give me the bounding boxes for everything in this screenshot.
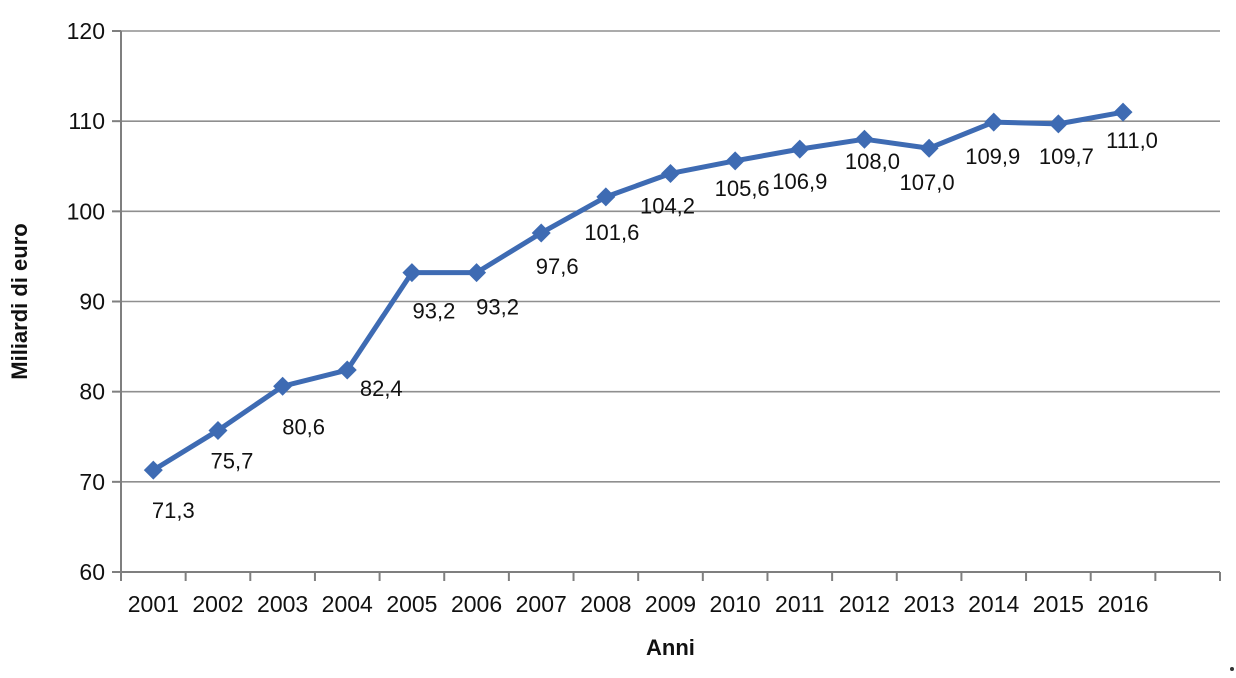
data-label-2004: 82,4 — [360, 376, 403, 401]
data-label-2010: 105,6 — [715, 176, 770, 201]
data-label-2009: 104,2 — [640, 193, 695, 218]
data-point-2007 — [531, 223, 551, 243]
y-tick-label-110: 110 — [68, 108, 105, 134]
data-point-2004 — [337, 360, 357, 380]
x-tick-label-2001: 2001 — [128, 591, 179, 617]
data-label-2014: 109,9 — [965, 144, 1020, 169]
data-point-2008 — [596, 187, 616, 207]
x-tick-label-2014: 2014 — [968, 591, 1019, 617]
x-tick-label-2013: 2013 — [904, 591, 955, 617]
x-tick-label-2005: 2005 — [386, 591, 437, 617]
x-tick-label-2004: 2004 — [322, 591, 373, 617]
data-point-2002 — [208, 420, 228, 440]
x-tick-label-2012: 2012 — [839, 591, 890, 617]
y-tick-label-60: 60 — [79, 559, 105, 585]
data-label-2013: 107,0 — [900, 170, 955, 195]
x-tick-label-2015: 2015 — [1033, 591, 1084, 617]
x-tick-label-2009: 2009 — [645, 591, 696, 617]
data-point-2013 — [919, 138, 939, 158]
data-label-2016: 111,0 — [1106, 128, 1158, 153]
data-point-2012 — [854, 129, 874, 149]
data-point-2001 — [143, 460, 163, 480]
data-point-2005 — [402, 263, 422, 283]
stray-dot — [1230, 667, 1234, 671]
data-point-2015 — [1048, 114, 1068, 134]
x-tick-label-2007: 2007 — [516, 591, 567, 617]
data-label-2001: 71,3 — [152, 498, 195, 523]
x-tick-label-2002: 2002 — [192, 591, 243, 617]
y-tick-label-120: 120 — [67, 18, 105, 44]
y-axis-title: Miliardi di euro — [7, 223, 32, 379]
data-label-2015: 109,7 — [1039, 144, 1094, 169]
x-tick-label-2010: 2010 — [710, 591, 761, 617]
data-point-2003 — [273, 376, 293, 396]
data-point-2016 — [1113, 102, 1133, 122]
data-line — [150, 109, 1126, 473]
y-tick-label-80: 80 — [79, 379, 105, 405]
data-point-2009 — [661, 163, 680, 183]
data-label-2007: 97,6 — [536, 254, 579, 279]
x-axis-title: Anni — [646, 635, 695, 660]
y-tick-label-70: 70 — [79, 469, 105, 495]
y-tick-label-90: 90 — [79, 289, 105, 315]
data-label-2011: 106,9 — [772, 169, 827, 194]
x-tick-label-2016: 2016 — [1097, 591, 1148, 617]
data-label-2008: 101,6 — [584, 220, 639, 245]
data-label-2002: 75,7 — [211, 448, 254, 473]
data-point-2010 — [725, 151, 745, 171]
data-point-2006 — [467, 263, 487, 283]
x-tick-label-2011: 2011 — [775, 591, 824, 617]
data-label-2005: 93,2 — [412, 299, 455, 324]
y-tick-label-100: 100 — [67, 198, 105, 224]
data-label-2006: 93,2 — [476, 295, 519, 320]
x-tick-label-2008: 2008 — [580, 591, 631, 617]
x-tick-label-2006: 2006 — [451, 591, 502, 617]
data-point-2011 — [790, 139, 810, 159]
data-point-2014 — [984, 112, 1004, 132]
data-label-2003: 80,6 — [282, 414, 325, 439]
data-label-2012: 108,0 — [845, 149, 900, 174]
x-tick-label-2003: 2003 — [257, 591, 308, 617]
